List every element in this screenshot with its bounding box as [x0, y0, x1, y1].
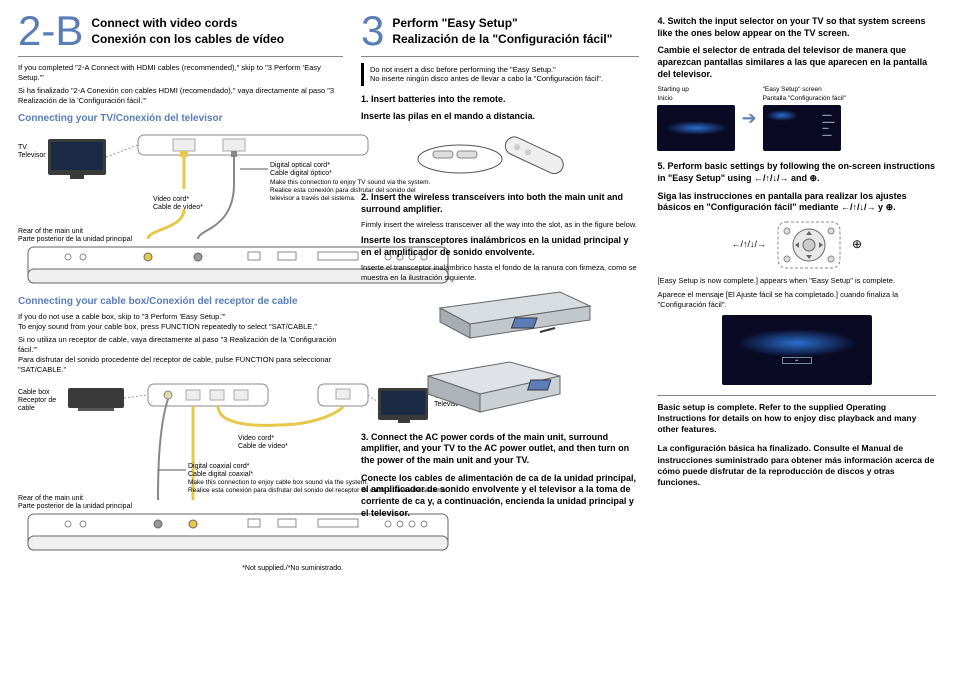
screen-easy-setup: ━━━━━━━━━━━━ — [763, 105, 841, 151]
section-number-2b: 2-B — [18, 12, 83, 50]
step2-body-es: Inserte el transceptor inalámbrico hasta… — [361, 263, 640, 283]
step2-es: Inserte los transceptores inalámbricos e… — [361, 235, 640, 258]
screen-complete: ━ — [657, 315, 936, 385]
step1-en: 1. Insert batteries into the remote. — [361, 94, 640, 106]
intro-en: If you completed "2-A Connect with HDMI … — [18, 63, 343, 83]
intro-es: Si ha finalizado "2-A Conexión con cable… — [18, 86, 343, 106]
svg-text:Make this connection to enjoy: Make this connection to enjoy cable box … — [188, 479, 368, 486]
svg-text:Cable digital coaxial*: Cable digital coaxial* — [188, 471, 253, 478]
svg-text:televisor a través del sistema: televisor a través del sistema. — [270, 195, 356, 202]
svg-text:Digital coaxial cord*: Digital coaxial cord* — [188, 463, 250, 470]
diagram-cablebox-connection: Cable box Receptor de cable TV Televisor — [18, 380, 343, 560]
step5-en: 5. Perform basic settings by following t… — [657, 161, 936, 184]
dpad-icon — [774, 220, 844, 270]
screen-1-wrap: Starting up Inicio — [657, 86, 735, 151]
svg-text:Cable de vídeo*: Cable de vídeo* — [238, 443, 288, 450]
svg-text:Digital optical cord*: Digital optical cord* — [270, 162, 330, 169]
step4-es: Cambie el selector de entrada del televi… — [657, 45, 936, 80]
svg-text:TV: TV — [18, 144, 27, 151]
svg-text:Cable de vídeo*: Cable de vídeo* — [153, 204, 203, 211]
final-message: Basic setup is complete. Refer to the su… — [657, 402, 936, 487]
warning-no-disc: Do not insert a disc before performing t… — [361, 63, 640, 86]
title3-es: Realización de la "Configuración fácil" — [392, 32, 612, 48]
svg-text:Parte posterior de la unidad p: Parte posterior de la unidad principal — [18, 236, 132, 243]
step-4: 4. Switch the input selector on your TV … — [657, 16, 936, 151]
title-es: Conexión con los cables de vídeo — [91, 32, 284, 48]
dpad-symbols: ←/↑/↓/→ — [731, 239, 766, 251]
svg-text:Cable digital óptico*: Cable digital óptico* — [270, 170, 332, 177]
column-2b: 2-B Connect with video cords Conexión co… — [18, 12, 343, 663]
step5-es: Siga las instrucciones en pantalla para … — [657, 191, 936, 214]
section-3-header: 3 Perform "Easy Setup" Realización de la… — [361, 12, 640, 50]
arrow-icon: ➔ — [741, 107, 756, 130]
divider — [657, 395, 936, 396]
title3-en: Perform "Easy Setup" — [392, 16, 612, 32]
cablebox-intro-en: If you do not use a cable box, skip to "… — [18, 312, 343, 332]
step3-es: Conecte los cables de alimentación de ca… — [361, 473, 640, 520]
svg-text:cable: cable — [18, 405, 35, 412]
final-en: Basic setup is complete. Refer to the su… — [657, 402, 936, 435]
step5-note-en: [Easy Setup is now complete.] appears wh… — [657, 276, 936, 286]
section-2b-header: 2-B Connect with video cords Conexión co… — [18, 12, 343, 50]
divider — [361, 56, 640, 57]
step3-en: 3. Connect the AC power cords of the mai… — [361, 432, 640, 467]
step2-en: 2. Insert the wireless transceivers into… — [361, 192, 640, 215]
step-3: 3. Connect the AC power cords of the mai… — [361, 432, 640, 520]
step2-body-en: Firmly insert the wireless transceiver a… — [361, 220, 640, 230]
footnote-not-supplied: *Not supplied./*No suministrado. — [18, 564, 343, 573]
svg-text:Cable box: Cable box — [18, 389, 50, 396]
step5-note-es: Aparece el mensaje [El Ajuste fácil se h… — [657, 290, 936, 310]
dpad-illustration: ←/↑/↓/→ ⊕ — [657, 220, 936, 270]
step-2: 2. Insert the wireless transceivers into… — [361, 192, 640, 421]
svg-text:Rear of the main unit: Rear of the main unit — [18, 495, 83, 502]
step1-es: Inserte las pilas en el mando a distanci… — [361, 111, 640, 123]
subheading-cablebox: Connecting your cable box/Conexión del r… — [18, 295, 343, 308]
svg-text:Televisor: Televisor — [18, 152, 46, 159]
illus-transceivers — [361, 288, 640, 421]
divider — [18, 56, 343, 57]
screen-2-wrap: "Easy Setup" screen Pantalla "Configurac… — [763, 86, 846, 151]
step-5: 5. Perform basic settings by following t… — [657, 161, 936, 385]
final-es: La configuración básica ha finalizado. C… — [657, 443, 936, 487]
subheading-tv: Connecting your TV/Conexión del televiso… — [18, 112, 343, 125]
section-number-3: 3 — [361, 12, 384, 50]
svg-text:Video cord*: Video cord* — [238, 435, 274, 442]
title-en: Connect with video cords — [91, 16, 284, 32]
diagram-tv-connection: TV Televisor Video cord* Cable de vídeo*… — [18, 129, 343, 289]
screens-row: Starting up Inicio ➔ "Easy Setup" screen… — [657, 86, 936, 151]
svg-text:Receptor de: Receptor de — [18, 397, 56, 404]
step4-en: 4. Switch the input selector on your TV … — [657, 16, 936, 39]
section-3-titles: Perform "Easy Setup" Realización de la "… — [392, 12, 612, 47]
warn-en: Do not insert a disc before performing t… — [370, 65, 640, 74]
enter-icon: ⊕ — [852, 237, 862, 253]
svg-text:Parte posterior de la unidad p: Parte posterior de la unidad principal — [18, 503, 132, 510]
illus-remote-batteries — [361, 129, 640, 182]
cablebox-intro-es: Si no utiliza un receptor de cable, vaya… — [18, 335, 343, 374]
screen1-caption: Starting up Inicio — [657, 86, 735, 103]
warn-es: No inserte ningún disco antes de llevar … — [370, 74, 640, 83]
step-1: 1. Insert batteries into the remote. Ins… — [361, 94, 640, 183]
screen-startup — [657, 105, 735, 151]
section-titles: Connect with video cords Conexión con lo… — [91, 12, 284, 47]
svg-text:Video cord*: Video cord* — [153, 196, 189, 203]
column-3-left: 3 Perform "Easy Setup" Realización de la… — [361, 12, 640, 663]
svg-text:Rear of the main unit: Rear of the main unit — [18, 228, 83, 235]
screen2-caption: "Easy Setup" screen Pantalla "Configurac… — [763, 86, 846, 103]
column-3-right: 4. Switch the input selector on your TV … — [657, 12, 936, 663]
